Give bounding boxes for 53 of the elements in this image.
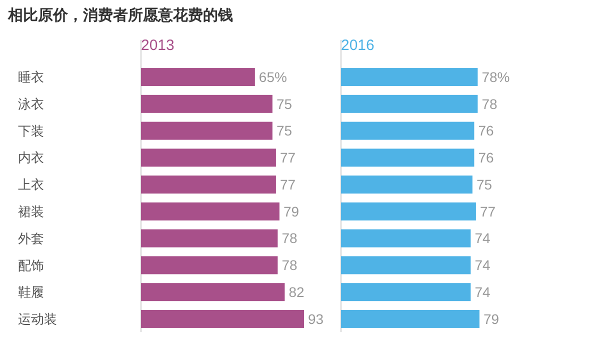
bar: [341, 310, 480, 328]
data-label: 74: [474, 257, 490, 274]
data-label: 78: [282, 257, 298, 274]
data-label: 65%: [258, 68, 287, 85]
bar: [141, 283, 285, 302]
bar: [141, 256, 278, 274]
data-label: 75: [476, 176, 492, 192]
bar: [141, 310, 304, 328]
y-tick-label: 下装: [18, 124, 44, 140]
data-label: 79: [483, 310, 500, 327]
bar: [141, 148, 276, 167]
data-label: 74: [474, 230, 490, 246]
bar: [341, 202, 476, 220]
data-label: 77: [280, 176, 296, 192]
data-label: 75: [276, 96, 292, 112]
series-label: 2013: [141, 37, 174, 54]
bar: [341, 283, 471, 302]
y-tick-label: 内衣: [18, 151, 44, 166]
bar: [341, 148, 474, 167]
data-label: 77: [480, 203, 496, 220]
data-label: 78%: [482, 68, 510, 85]
data-label: 75: [276, 122, 292, 139]
y-tick-label: 上衣: [18, 178, 44, 194]
data-label: 76: [478, 122, 494, 139]
data-label: 74: [474, 284, 490, 300]
data-label: 76: [478, 150, 494, 166]
y-tick-label: 裙装: [18, 204, 44, 220]
data-label: 79: [283, 203, 300, 220]
data-label: 78: [482, 96, 498, 112]
y-tick-label: 泳衣: [18, 96, 44, 112]
bar: [141, 229, 278, 248]
bar: [141, 202, 280, 220]
bar: [341, 176, 472, 194]
bar: [141, 176, 276, 194]
y-tick-label: 睡衣: [18, 70, 44, 86]
bar: [341, 256, 471, 274]
bar: [141, 122, 272, 140]
bar: [341, 68, 478, 86]
data-label: 82: [288, 284, 305, 300]
bar: [141, 68, 255, 86]
y-tick-label: 配饰: [18, 258, 44, 274]
bar: [141, 94, 272, 113]
y-tick-label: 鞋履: [18, 286, 44, 301]
bar: [341, 94, 478, 113]
series-label: 2016: [341, 37, 374, 54]
bar: [341, 122, 474, 140]
y-tick-label: 外套: [18, 232, 44, 247]
data-label: 93: [308, 310, 324, 327]
y-tick-label: 运动装: [18, 312, 57, 328]
data-label: 77: [280, 150, 296, 166]
bar: [341, 229, 471, 248]
data-label: 78: [282, 230, 298, 246]
chart-title: 相比原价，消费者所愿意花费的钱: [7, 6, 233, 24]
